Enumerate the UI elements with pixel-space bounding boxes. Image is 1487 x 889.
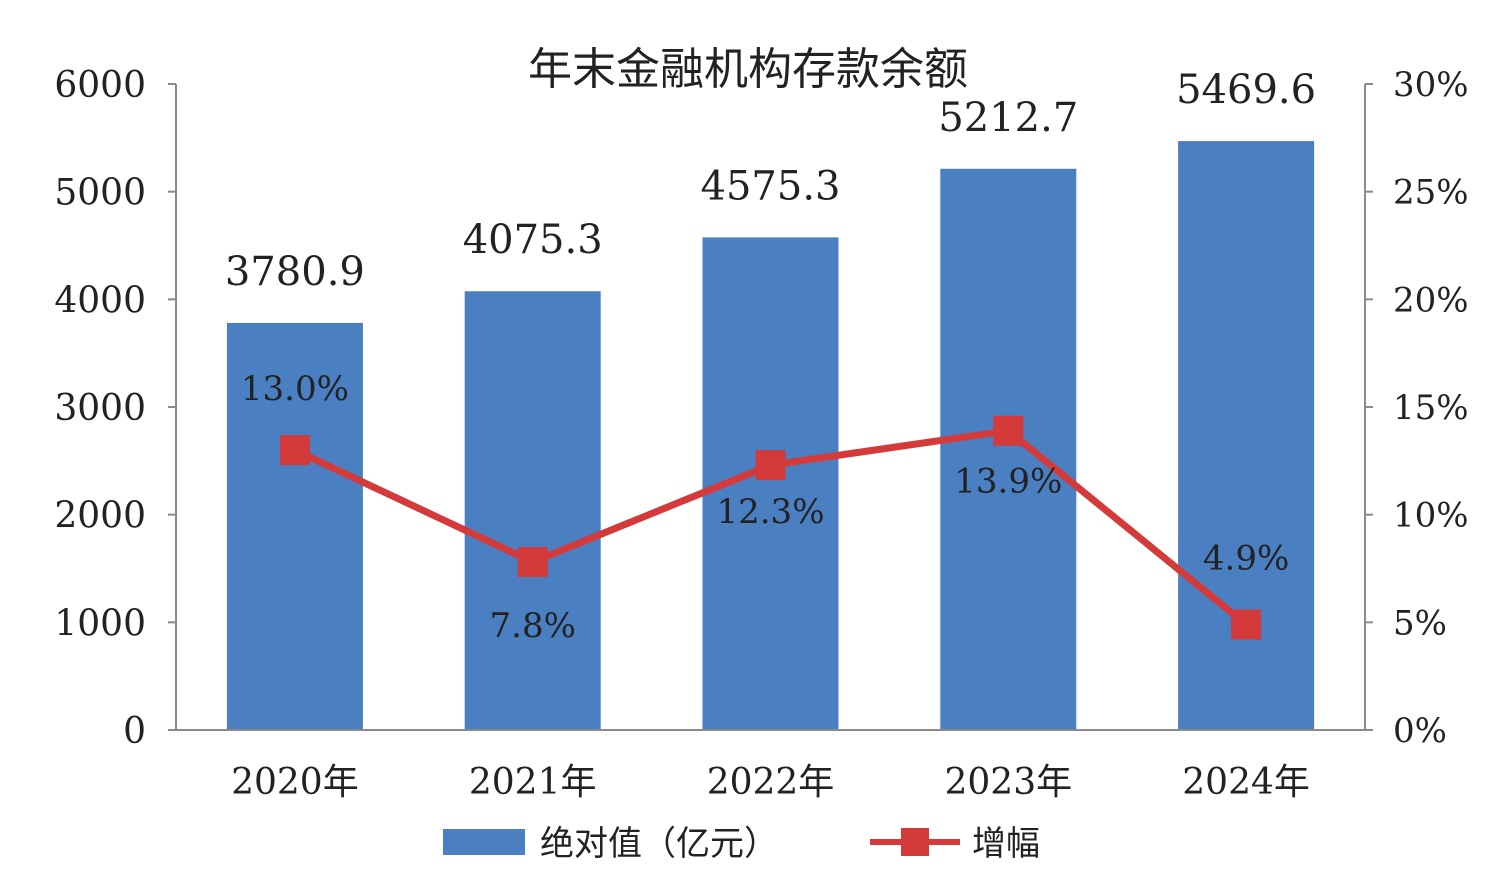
bar (940, 168, 1077, 730)
bar (1178, 141, 1315, 731)
right-tick-label: 10% (1393, 496, 1469, 536)
growth-value-label: 12.3% (716, 492, 824, 532)
x-tick-label: 2021年 (469, 762, 597, 803)
left-tick-label: 2000 (54, 496, 146, 537)
x-tick-label: 2020年 (231, 762, 359, 803)
x-axis-ticks: 2020年 2021年 2022年 2023年 2024年 (231, 762, 1310, 803)
bar-value-label: 4075.3 (463, 217, 603, 263)
bar-value-label: 5212.7 (938, 95, 1078, 141)
legend-bar-label: 绝对值（亿元） (540, 824, 778, 864)
bar-value-label: 3780.9 (225, 249, 365, 295)
bar-value-label: 5469.6 (1176, 67, 1316, 113)
legend-line-label: 增幅 (972, 824, 1040, 864)
bar (226, 322, 363, 730)
x-tick-label: 2024年 (1182, 762, 1310, 803)
x-tick-label: 2022年 (707, 762, 835, 803)
growth-marker (1231, 609, 1262, 640)
growth-value-label: 4.9% (1203, 538, 1289, 578)
left-tick-label: 3000 (54, 388, 146, 429)
growth-value-label: 13.0% (241, 369, 349, 409)
legend: 绝对值（亿元） 增幅 (443, 824, 1040, 864)
right-axis-ticks: 0% 5% 10% 15% 20% 25% 30% (1365, 65, 1469, 751)
growth-marker (279, 435, 310, 466)
legend-bar-swatch (443, 829, 525, 855)
left-tick-label: 6000 (54, 65, 146, 106)
bar (464, 291, 601, 730)
growth-marker (993, 415, 1024, 446)
left-tick-label: 1000 (54, 603, 146, 644)
left-tick-label: 5000 (54, 173, 146, 214)
left-axis-ticks: 0 1000 2000 3000 4000 5000 6000 (54, 65, 176, 752)
growth-value-label: 13.9% (954, 462, 1062, 502)
growth-line-layer (279, 415, 1262, 640)
legend-line-marker (901, 828, 929, 856)
x-tick-label: 2023年 (944, 762, 1072, 803)
right-tick-label: 30% (1393, 65, 1469, 105)
right-tick-label: 20% (1393, 280, 1469, 320)
right-tick-label: 5% (1393, 603, 1447, 643)
right-tick-label: 25% (1393, 173, 1469, 213)
left-tick-label: 0 (123, 711, 146, 752)
growth-marker (755, 450, 786, 481)
right-tick-label: 15% (1393, 388, 1469, 428)
left-tick-label: 4000 (54, 280, 146, 321)
growth-value-labels: 13.0% 7.8% 12.3% 13.9% 4.9% (241, 369, 1289, 646)
bar-value-labels: 3780.9 4075.3 4575.3 5212.7 5469.6 (225, 67, 1316, 295)
growth-marker (517, 547, 548, 578)
chart-title: 年末金融机构存款余额 (528, 44, 968, 95)
right-tick-label: 0% (1393, 711, 1447, 751)
bar-value-label: 4575.3 (701, 163, 841, 209)
growth-value-label: 7.8% (490, 606, 576, 646)
bars-layer (226, 141, 1315, 731)
